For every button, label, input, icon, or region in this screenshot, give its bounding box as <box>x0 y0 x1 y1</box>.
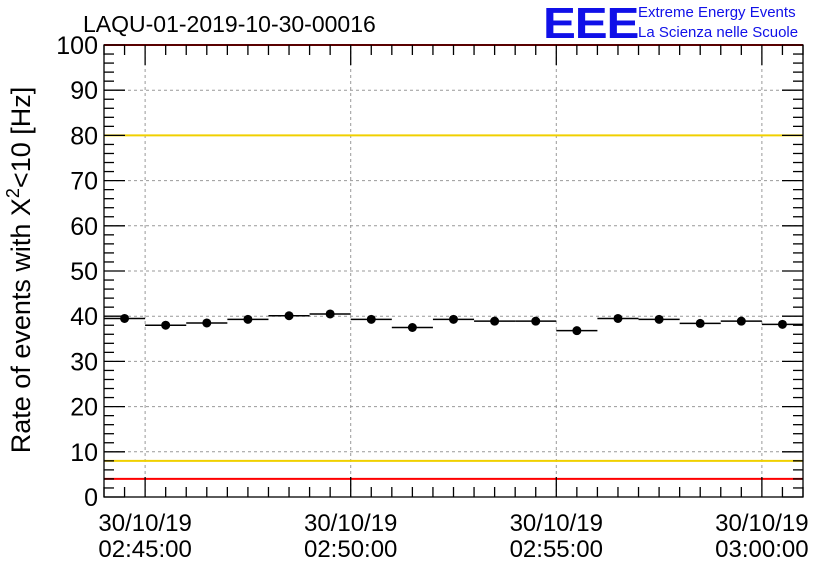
eee-logo-mark: EEE <box>543 0 639 48</box>
chart-title: LAQU-01-2019-10-30-00016 <box>83 11 376 37</box>
y-tick-label: 40 <box>70 303 98 331</box>
logo-line-2: La Scienza nelle Scuole <box>638 24 799 41</box>
y-tick-labels: 0 10 20 30 40 50 60 70 80 90 100 <box>56 32 98 512</box>
y-tick-label: 10 <box>70 439 98 467</box>
x-tick-label-time: 02:45:00 <box>98 536 191 563</box>
y-tick-label: 30 <box>70 348 98 376</box>
y-tick-label: 90 <box>70 77 98 105</box>
x-tick-label-date: 30/10/19 <box>510 510 603 537</box>
x-tick-label-time: 02:55:00 <box>510 536 603 563</box>
y-axis-label-suffix: <10 [Hz] <box>6 87 36 188</box>
data-point-marker <box>736 316 746 326</box>
data-point-marker <box>490 316 500 326</box>
y-tick-label: 70 <box>70 168 98 196</box>
x-tick-label-date: 30/10/19 <box>98 510 191 537</box>
data-point-marker <box>284 311 294 321</box>
y-axis-label-superscript: 2 <box>3 188 23 198</box>
data-point-marker <box>161 320 171 330</box>
data-point-marker <box>695 318 705 328</box>
data-point-marker <box>202 318 212 328</box>
x-tick-label-time: 03:00:00 <box>715 536 808 563</box>
data-point-marker <box>366 314 376 324</box>
y-tick-label: 50 <box>70 258 98 286</box>
data-point-marker <box>613 313 623 323</box>
data-point-marker <box>449 314 458 324</box>
data-point-marker <box>407 323 417 332</box>
y-tick-label: 80 <box>70 122 98 150</box>
y-tick-label: 0 <box>84 484 98 512</box>
x-tick-label-date: 30/10/19 <box>715 510 808 537</box>
grid-lines <box>104 45 803 497</box>
reference-lines <box>104 44 803 480</box>
data-points <box>104 309 803 336</box>
y-axis-label: Rate of events with X2<10 [Hz] <box>3 87 36 453</box>
data-point-marker <box>531 316 541 326</box>
y-axis-label-main: Rate of events with X <box>6 198 36 453</box>
data-point-marker <box>120 313 130 323</box>
x-tick-label-date: 30/10/19 <box>304 510 397 537</box>
y-tick-label: 60 <box>70 213 98 241</box>
data-point-marker <box>572 326 582 336</box>
y-tick-label: 20 <box>70 394 98 422</box>
data-point-marker <box>654 314 664 324</box>
data-point-marker <box>243 314 253 324</box>
y-tick-label: 100 <box>56 32 98 60</box>
x-tick-labels: 30/10/1902:45:0030/10/1902:50:0030/10/19… <box>98 510 808 563</box>
data-point-marker <box>325 309 335 319</box>
data-point-marker <box>777 319 787 329</box>
logo-line-1: Extreme Energy Events <box>638 4 796 21</box>
axis-ticks <box>103 44 804 498</box>
x-tick-label-time: 02:50:00 <box>304 536 397 563</box>
